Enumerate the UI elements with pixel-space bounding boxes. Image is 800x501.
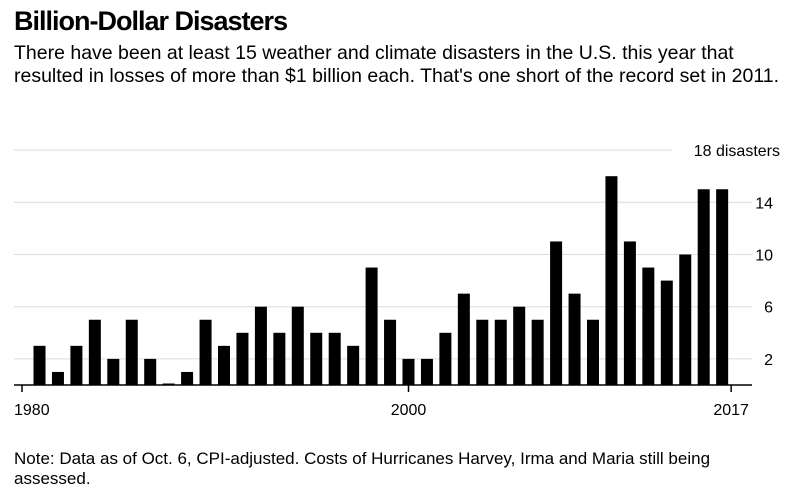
bars xyxy=(33,176,729,385)
bar-1995 xyxy=(310,332,323,385)
bar-1993 xyxy=(273,332,286,385)
bar-2010 xyxy=(587,319,599,385)
y-tick-label: 14 xyxy=(755,195,773,212)
x-tick-label: 1980 xyxy=(14,402,50,419)
bar-1998 xyxy=(365,267,378,385)
bar-2008 xyxy=(550,241,563,385)
bar-2004 xyxy=(476,319,489,385)
bar-2017 xyxy=(716,189,729,385)
x-tick-label: 2000 xyxy=(391,402,427,419)
bar-1992 xyxy=(254,306,267,385)
x-tick-label: 2017 xyxy=(713,402,749,419)
chart-note: Note: Data as of Oct. 6, CPI-adjusted. C… xyxy=(14,449,711,488)
y-tick-label: 18 disasters xyxy=(694,143,780,160)
bar-2012 xyxy=(623,241,636,385)
bar-1988 xyxy=(181,371,194,385)
y-tick-label: 2 xyxy=(764,352,773,369)
bar-2006 xyxy=(513,306,526,385)
chart-title: Billion-Dollar Disasters xyxy=(14,6,288,36)
bar-1980 xyxy=(33,345,46,385)
bar-1996 xyxy=(328,332,341,385)
x-axis-ticks: 1980 2000 2017 xyxy=(14,385,749,419)
y-tick-label: 10 xyxy=(755,248,773,265)
bar-1989 xyxy=(199,319,212,385)
bar-2002 xyxy=(439,332,452,385)
bar-2003 xyxy=(457,293,470,385)
y-tick-label: 6 xyxy=(764,300,773,317)
bar-1985 xyxy=(125,319,138,385)
bar-2015 xyxy=(679,254,692,385)
bar-2009 xyxy=(568,293,581,385)
bar-1982 xyxy=(70,345,83,385)
bar-1983 xyxy=(88,319,101,385)
gridlines xyxy=(14,149,752,360)
bar-2014 xyxy=(660,280,673,385)
bar-1981 xyxy=(51,371,64,385)
bar-2011 xyxy=(605,176,618,385)
bar-2005 xyxy=(494,319,507,385)
chart-subtitle: There have been at least 15 weather and … xyxy=(14,42,780,87)
bar-2000 xyxy=(402,358,415,385)
bar-1994 xyxy=(291,306,304,385)
bar-1997 xyxy=(347,345,360,385)
bar-2016 xyxy=(697,189,710,385)
bar-1984 xyxy=(107,358,120,385)
bar-1999 xyxy=(384,319,397,385)
bar-1991 xyxy=(236,332,249,385)
bar-2001 xyxy=(420,358,433,385)
bar-2013 xyxy=(642,267,655,385)
y-tick-labels: 2 6 10 14 18 disasters xyxy=(694,143,780,369)
bar-1986 xyxy=(144,358,157,385)
bar-1990 xyxy=(218,345,230,385)
bar-2007 xyxy=(531,319,544,385)
